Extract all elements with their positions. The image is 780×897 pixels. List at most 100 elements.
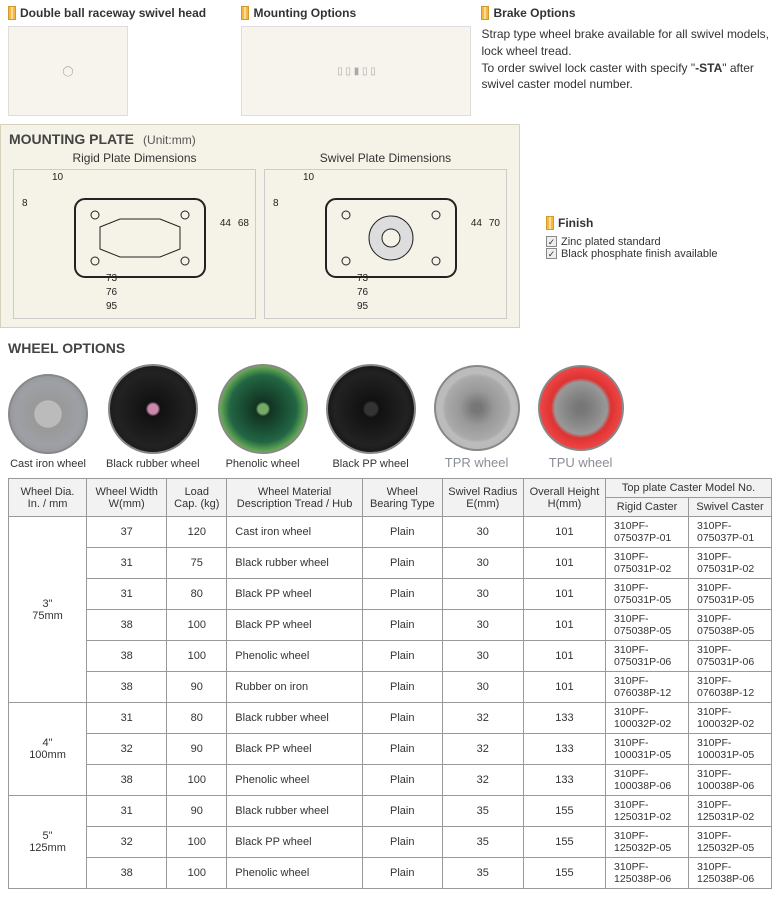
table-row: 38100Phenolic wheelPlain32133310PF-10003… (9, 765, 772, 796)
cell: 133 (523, 734, 605, 765)
wheel-image (434, 365, 520, 451)
cell: Black PP wheel (227, 827, 363, 858)
wheel-options-title: WHEEL OPTIONS (8, 340, 772, 356)
cell: 310PF-125031P-02 (689, 796, 772, 827)
cell: 35 (442, 827, 523, 858)
swivel-plate-diagram: 10 8 44 70 73 76 95 (264, 169, 507, 319)
th-width-label: Wheel Width W(mm) (96, 486, 158, 510)
cell: 310PF-075037P-01 (689, 517, 772, 548)
cell: Rubber on iron (227, 672, 363, 703)
mount-header: MOUNTING PLATE (Unit:mm) (9, 131, 511, 147)
th-dia-label: Wheel Dia. In. / mm (21, 486, 75, 510)
mounting-label: Mounting Options (253, 6, 356, 20)
mounting-title: Mounting Options (241, 6, 471, 20)
cell-dia: 3"75mm (9, 517, 87, 703)
rigid-plate-svg (40, 179, 230, 309)
finish-opt2-label: Black phosphate finish available (561, 248, 718, 260)
spec-tbody: 3"75mm37120Cast iron wheelPlain30101310P… (9, 517, 772, 889)
th-width: Wheel Width W(mm) (87, 479, 167, 517)
cell: 35 (442, 796, 523, 827)
cell: 38 (87, 858, 167, 889)
brake-sta: -STA (695, 61, 722, 75)
brake-label: Brake Options (493, 6, 575, 20)
th-swivel: Swivel Caster (689, 498, 772, 517)
cell: 120 (167, 517, 227, 548)
cell: 30 (442, 672, 523, 703)
swivel-head-title: Double ball raceway swivel head (8, 6, 231, 20)
finish-opt1-label: Zinc plated standard (561, 236, 661, 248)
cell: 310PF-100032P-02 (606, 703, 689, 734)
cell: 310PF-076038P-12 (689, 672, 772, 703)
wheel-label: Cast iron wheel (10, 458, 86, 470)
th-mat-label: Wheel Material Description Tread / Hub (237, 486, 353, 510)
mounting-col: Mounting Options ▯ ▯ ▮ ▯ ▯ (241, 6, 471, 116)
dim-w3: 95 (106, 301, 117, 312)
cell: 30 (442, 641, 523, 672)
cell: 310PF-125032P-05 (606, 827, 689, 858)
cell: 75 (167, 548, 227, 579)
cell: 100 (167, 641, 227, 672)
cell: 310PF-075031P-06 (606, 641, 689, 672)
dim-w3: 95 (357, 301, 368, 312)
cell: 32 (442, 765, 523, 796)
cell: 155 (523, 827, 605, 858)
cell: 31 (87, 703, 167, 734)
cell: 38 (87, 610, 167, 641)
wheel-row: Cast iron wheel Black rubber wheel Pheno… (8, 364, 772, 470)
th-radius-label: Swivel Radius E(mm) (448, 486, 517, 510)
cell: Plain (362, 579, 442, 610)
wheel-black-pp: Black PP wheel (326, 364, 416, 470)
brake-col: Brake Options Strap type wheel brake ava… (481, 6, 772, 116)
table-row: 4"100mm3180Black rubber wheelPlain321333… (9, 703, 772, 734)
cell: 101 (523, 579, 605, 610)
cell: 310PF-100038P-06 (606, 765, 689, 796)
cell: Phenolic wheel (227, 858, 363, 889)
wheel-black-rubber: Black rubber wheel (106, 364, 200, 470)
cell: 100 (167, 858, 227, 889)
th-dia: Wheel Dia. In. / mm (9, 479, 87, 517)
swivel-plate-title: Swivel Plate Dimensions (260, 147, 511, 169)
cell: Cast iron wheel (227, 517, 363, 548)
cell: Black PP wheel (227, 734, 363, 765)
wheel-tpr: TPR wheel (434, 365, 520, 470)
table-row: 38100Phenolic wheelPlain30101310PF-07503… (9, 641, 772, 672)
cell: 310PF-125038P-06 (606, 858, 689, 889)
swivel-plate-svg (291, 179, 481, 309)
cell: 32 (87, 827, 167, 858)
cell: 100 (167, 765, 227, 796)
cell: 30 (442, 579, 523, 610)
cell: Black rubber wheel (227, 548, 363, 579)
wheel-image (8, 374, 88, 454)
cell: Plain (362, 641, 442, 672)
cell: 38 (87, 765, 167, 796)
cell: 310PF-075037P-01 (606, 517, 689, 548)
cell: 155 (523, 796, 605, 827)
cell: 101 (523, 610, 605, 641)
dim-top: 10 (52, 172, 63, 183)
cell: Black rubber wheel (227, 703, 363, 734)
cell: 35 (442, 858, 523, 889)
dim-h1: 44 (220, 218, 231, 229)
finish-opt2: ✓Black phosphate finish available (546, 248, 718, 260)
cell: Phenolic wheel (227, 765, 363, 796)
wheel-label: Phenolic wheel (226, 458, 300, 470)
table-row: 38100Phenolic wheelPlain35155310PF-12503… (9, 858, 772, 889)
cell: Plain (362, 734, 442, 765)
cell: 80 (167, 703, 227, 734)
brake-line1: Strap type wheel brake available for all… (481, 27, 768, 58)
mounting-plate-block: MOUNTING PLATE (Unit:mm) Rigid Plate Dim… (0, 124, 520, 328)
th-bearing: Wheel Bearing Type (362, 479, 442, 517)
cell: 32 (87, 734, 167, 765)
cell: 37 (87, 517, 167, 548)
th-model-label: Top plate Caster Model No. (622, 482, 755, 494)
wheel-image (326, 364, 416, 454)
table-row: 3890Rubber on ironPlain30101310PF-076038… (9, 672, 772, 703)
cell: 100 (167, 827, 227, 858)
cell: 310PF-100031P-05 (689, 734, 772, 765)
cell: 90 (167, 796, 227, 827)
dim-top: 10 (303, 172, 314, 183)
section-bar-icon (546, 216, 554, 230)
cell: Black PP wheel (227, 579, 363, 610)
cell-dia: 4"100mm (9, 703, 87, 796)
section-bar-icon (8, 6, 16, 20)
